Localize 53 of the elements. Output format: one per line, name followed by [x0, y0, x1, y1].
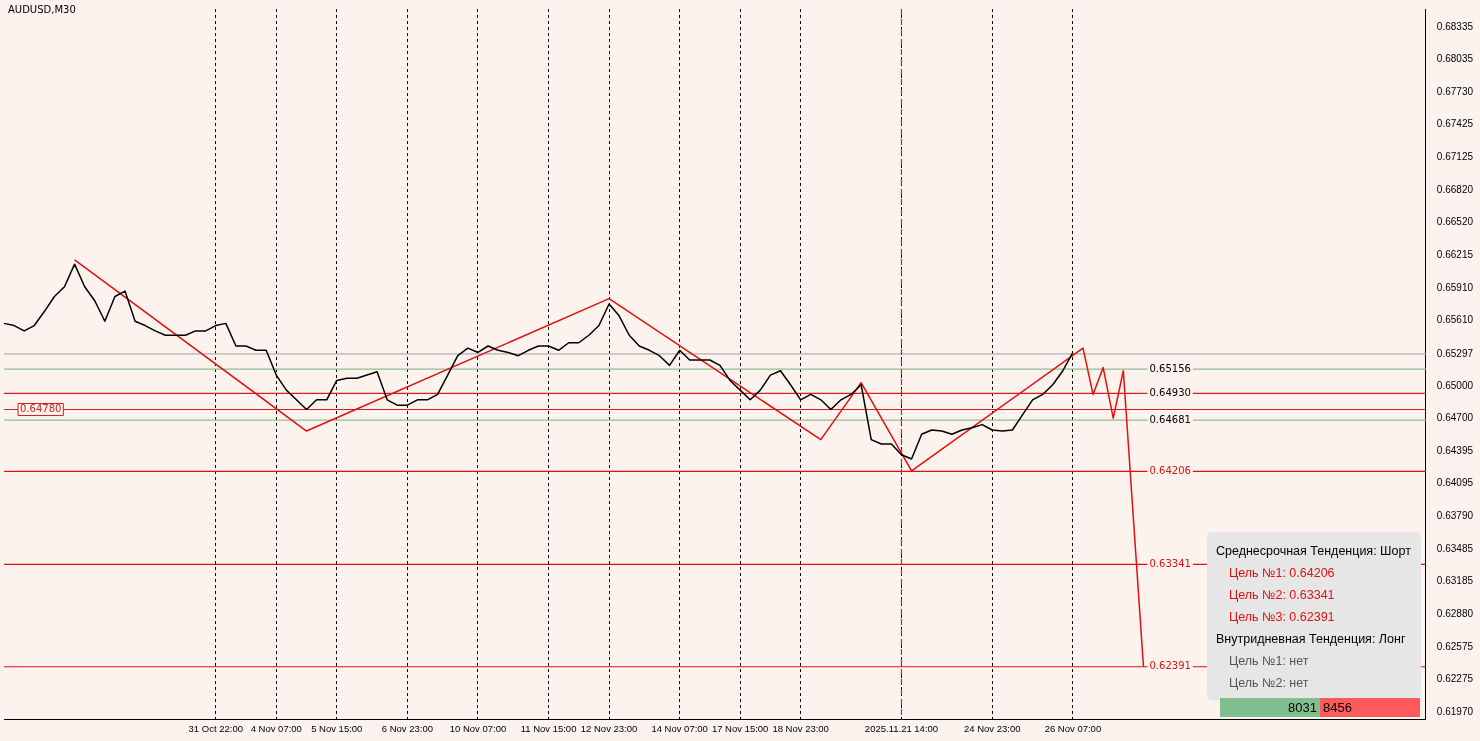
annotation: Цель №3: 0.62391: [1228, 609, 1336, 626]
y-tick-label: 0.63185: [1436, 575, 1474, 586]
x-tick-label: 26 Nov 07:00: [1044, 722, 1102, 734]
ref-line-label: 0.64681: [1149, 413, 1191, 425]
y-tick-label: 0.64395: [1436, 444, 1474, 456]
y-tick-label: 0.64095: [1436, 477, 1474, 489]
annotation: Цель №1: 0.64206: [1228, 565, 1336, 582]
y-tick-label: 0.63485: [1436, 542, 1474, 554]
x-tick-label: 24 Nov 23:00: [963, 722, 1021, 734]
y-tick-label: 0.65297: [1436, 347, 1474, 359]
ref-line-label: 0.62391: [1149, 660, 1191, 672]
x-tick-label: 10 Nov 07:00: [449, 722, 507, 734]
ref-line-label: 0.65156: [1149, 362, 1191, 374]
annotation: Внутридневная Тенденция: Лонг: [1215, 631, 1407, 648]
y-tick-label: 0.62575: [1436, 640, 1474, 652]
annotation: Цель №2: 0.63341: [1228, 587, 1336, 604]
y-tick-label: 0.62880: [1436, 607, 1474, 619]
annotation: 8031: [1220, 698, 1320, 717]
x-tick-label: 5 Nov 15:00: [311, 722, 363, 734]
x-tick-label: 2025.11.21 14:00: [864, 722, 939, 734]
x-tick-label: 4 Nov 07:00: [250, 722, 302, 734]
annotation: Цель №1: нет: [1228, 653, 1310, 670]
x-tick-label: 17 Nov 15:00: [711, 722, 769, 734]
ref-line-label: 0.64206: [1149, 464, 1191, 476]
y-tick-label: 0.62275: [1436, 672, 1474, 684]
buy-sell-meter: 8031 8456: [1220, 698, 1420, 717]
y-tick-label: 0.66215: [1436, 248, 1474, 260]
y-tick-label: 0.61970: [1436, 705, 1474, 717]
ref-line-label: 0.63341: [1149, 558, 1191, 570]
chart-title: AUDUSD,M30: [8, 4, 76, 15]
x-tick-label: 6 Nov 23:00: [381, 722, 433, 734]
y-tick-label: 0.67730: [1436, 85, 1474, 97]
y-tick-label: 0.65610: [1436, 313, 1474, 325]
y-tick-label: 0.68035: [1436, 52, 1474, 64]
y-tick-label: 0.63790: [1436, 509, 1474, 521]
y-tick-label: 0.65910: [1436, 281, 1474, 293]
y-tick-label: 0.66520: [1436, 215, 1474, 227]
ref-line-label: 0.64930: [1149, 386, 1191, 398]
y-tick-label: 0.68335: [1436, 20, 1474, 32]
x-tick-label: 12 Nov 23:00: [580, 722, 638, 734]
y-tick-label: 0.66820: [1436, 183, 1474, 195]
annotation: 8456: [1320, 698, 1420, 717]
x-tick-label: 31 Oct 22:00: [188, 722, 243, 734]
y-tick-label: 0.67425: [1436, 118, 1474, 130]
x-tick-label: 14 Nov 07:00: [651, 722, 708, 734]
ref-line-label: 0.64780: [20, 403, 62, 415]
annotation: Среднесрочная Тенденция: Шорт: [1215, 543, 1412, 560]
x-tick-label: 11 Nov 15:00: [520, 722, 577, 734]
y-tick-label: 0.67125: [1436, 150, 1474, 162]
y-tick-label: 0.64700: [1436, 411, 1474, 423]
y-tick-label: 0.65000: [1436, 379, 1474, 391]
annotation: Цель №2: нет: [1228, 675, 1310, 692]
x-tick-label: 18 Nov 23:00: [772, 722, 829, 734]
